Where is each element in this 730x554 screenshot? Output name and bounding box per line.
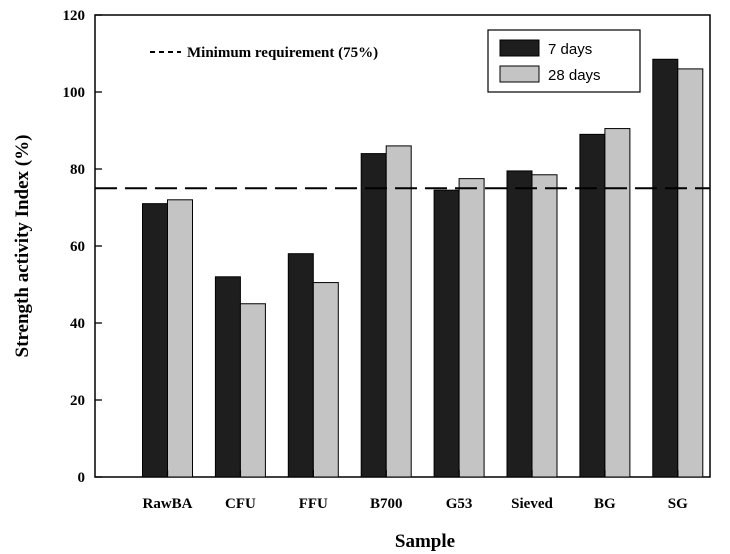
bar-ffu-7-days [287,253,314,478]
bar-cfu-7-days [214,276,241,478]
bar-ffu-28-days [312,282,339,478]
reference-annotation: Minimum requirement (75%) [150,45,378,61]
legend-label-7-days: 7 days [548,41,592,58]
bar-bg-28-days [604,128,631,478]
x-tick-label-g53: G53 [446,496,473,512]
y-tick-label-20: 20 [70,393,85,409]
bar-sieved-28-days [531,174,558,478]
bars [142,58,704,478]
y-tick-label-40: 40 [70,316,85,332]
bar-b700-28-days [385,145,412,478]
bar-cfu-28-days [239,303,266,478]
legend-swatch-7-days [499,39,540,57]
bar-sieved-7-days [506,170,533,478]
y-tick-label-80: 80 [70,162,85,178]
x-axis-ticks: RawBA CFU FFU B700 G53 Sieved BG SG [142,470,688,512]
bar-g53-28-days [458,178,485,478]
x-tick-label-ffu: FFU [299,496,328,512]
y-tick-label-60: 60 [70,239,85,255]
x-tick-label-b700: B700 [370,496,403,512]
legend-swatch-28-days [499,65,540,83]
x-tick-label-bg: BG [594,496,616,512]
x-tick-label-sg: SG [668,496,688,512]
y-tick-label-100: 100 [63,85,86,101]
bar-b700-7-days [360,153,387,478]
x-tick-label-sieved: Sieved [511,496,553,512]
bar-rawba-28-days [167,199,193,478]
y-axis-ticks: 0 20 40 60 80 100 120 [63,8,102,486]
legend-label-28-days: 28 days [548,67,601,84]
legend: 7 days 28 days [487,29,641,93]
reference-annotation-label: Minimum requirement (75%) [187,45,378,61]
x-axis-title: Sample [395,531,455,552]
y-axis-title: Strength activity Index (%) [12,135,33,358]
x-tick-label-cfu: CFU [225,496,256,512]
bar-bg-7-days [579,133,606,478]
x-tick-label-rawba: RawBA [142,496,192,512]
y-tick-label-0: 0 [78,470,86,486]
bar-g53-7-days [433,189,460,478]
bar-sg-28-days [677,68,704,478]
bar-sg-7-days [652,58,679,478]
bar-rawba-7-days [142,203,168,478]
y-tick-label-120: 120 [63,8,86,24]
